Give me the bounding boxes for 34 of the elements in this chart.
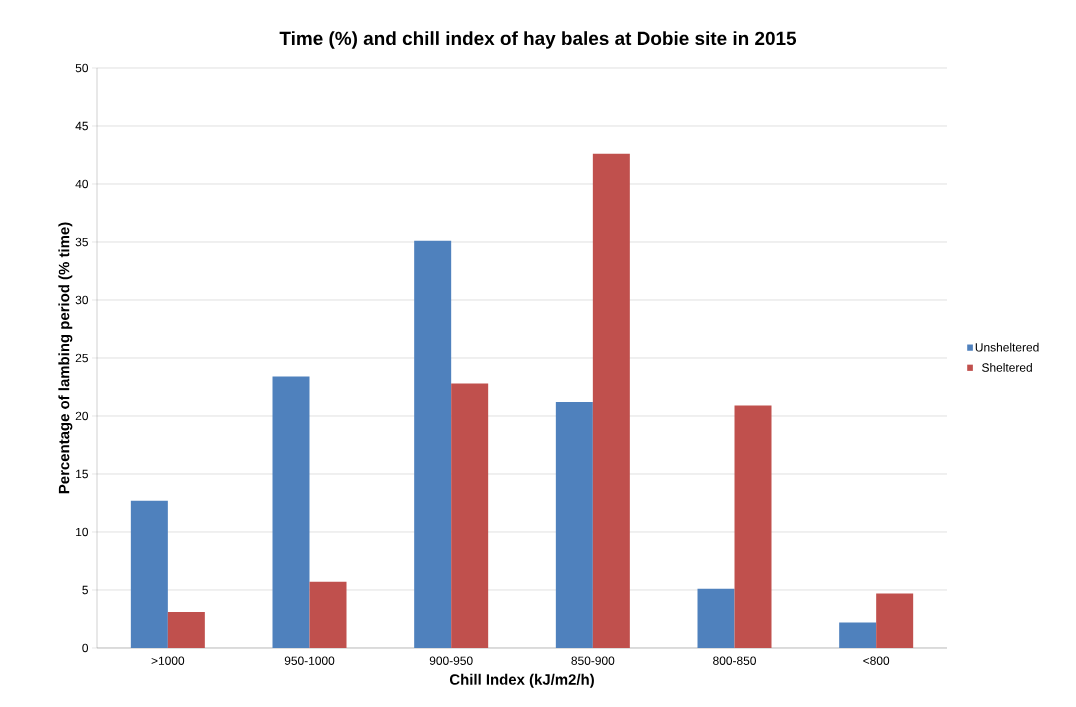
legend-label: Sheltered [982,362,1032,372]
x-tick-label: 900-950 [429,656,473,665]
y-axis-title: Percentage of lambing period (% time) [58,222,73,494]
bar [592,153,630,648]
x-tick-label: >1000 [151,656,185,665]
y-tick-label: 50 [75,63,89,73]
bar [272,376,310,648]
bar [451,383,489,648]
bar [839,622,877,648]
y-tick-label: 35 [75,237,88,247]
y-tick-label: 30 [75,295,89,305]
bar [167,612,205,648]
y-tick-label: 10 [76,527,89,537]
x-tick-label: <800 [863,656,890,665]
y-tick-label: 0 [82,643,89,653]
bar [555,402,593,648]
chart-title: Time (%) and chill index of hay bales at Dobie site in 2015 [279,31,797,49]
x-axis-title: Chill Index (kJ/m2/h) [449,673,594,688]
x-tick-label: 850-900 [571,656,615,665]
bar [734,405,772,648]
y-tick-label: 25 [75,353,88,363]
y-tick-label: 5 [82,585,88,595]
bar [697,588,735,648]
bar [876,593,914,648]
y-tick-label: 15 [76,469,88,479]
legend-label: Unsheltered [975,342,1039,352]
y-tick-label: 20 [75,411,89,421]
bar [414,240,452,648]
y-tick-label: 40 [75,179,89,189]
x-tick-label: 950-1000 [284,656,335,665]
bar [309,581,347,648]
x-tick-label: 800-850 [713,656,756,665]
y-tick-label: 45 [75,121,88,131]
bar [130,500,168,648]
